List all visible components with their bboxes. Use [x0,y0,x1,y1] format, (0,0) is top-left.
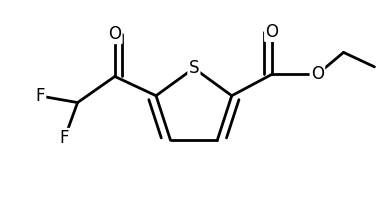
Text: O: O [108,25,121,43]
Text: F: F [35,87,45,105]
Text: F: F [60,129,70,147]
Text: S: S [189,59,199,77]
Text: O: O [311,65,324,83]
Text: O: O [265,23,278,41]
